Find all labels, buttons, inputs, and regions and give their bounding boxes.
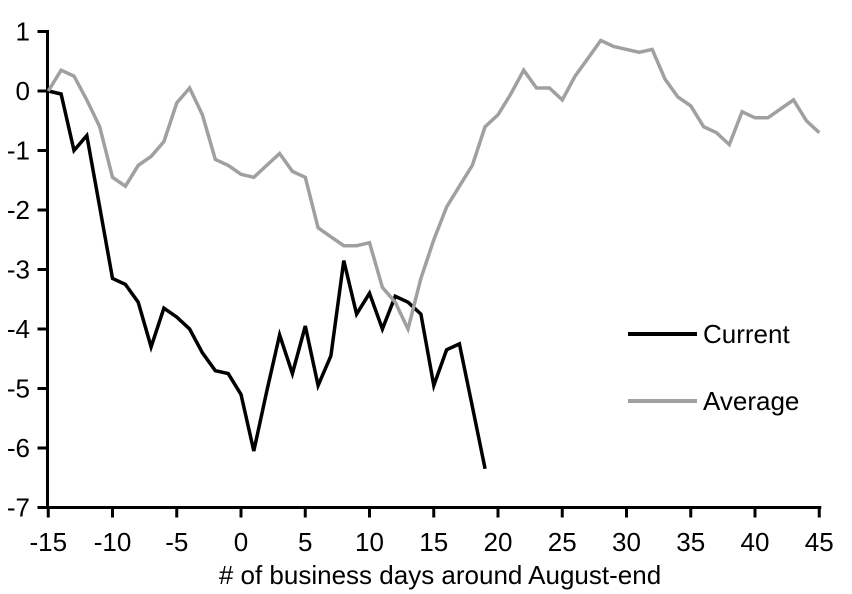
x-tick-label: 5 [298,527,312,557]
legend-label-current: Current [703,319,790,349]
legend-item-current: Current [628,318,799,350]
average-line-swatch [628,399,697,403]
legend-item-average: Average [628,385,799,417]
legend-label-average: Average [703,386,800,416]
x-tick-label: 40 [741,527,770,557]
y-tick-label: -2 [7,195,30,225]
current-line-swatch [628,332,697,336]
legend: Current Average [628,318,799,417]
x-tick-label: 0 [234,527,248,557]
y-tick-label: -7 [7,493,30,523]
y-tick-label: -4 [7,314,30,344]
y-tick-label: 0 [16,76,30,106]
x-tick-label: 35 [676,527,705,557]
x-tick-label: -5 [165,527,188,557]
x-tick-label: 45 [805,527,834,557]
x-tick-label: 30 [612,527,641,557]
x-tick-label: 25 [548,527,577,557]
x-tick-label: 15 [419,527,448,557]
y-tick-label: -6 [7,433,30,463]
x-tick-label: -15 [29,527,67,557]
y-tick-label: 1 [16,17,30,47]
y-tick-label: -1 [7,136,30,166]
x-tick-label: 10 [355,527,384,557]
x-tick-label: -10 [94,527,132,557]
x-tick-label: 20 [484,527,513,557]
y-tick-label: -5 [7,374,30,404]
x-axis-title: # of business days around August-end [218,560,662,590]
y-tick-label: -3 [7,255,30,285]
average-series-line [46,38,821,335]
